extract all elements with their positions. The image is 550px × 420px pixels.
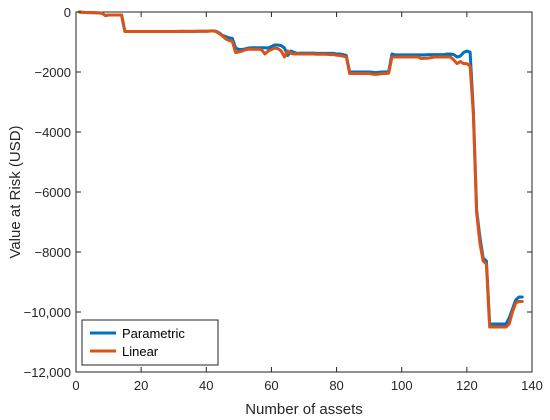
legend: Parametric Linear xyxy=(81,319,219,366)
series-line-linear xyxy=(77,10,524,329)
x-tick-label: 80 xyxy=(329,378,343,393)
y-tick-label: −2000 xyxy=(34,65,71,80)
x-tick-label: 120 xyxy=(456,378,478,393)
y-tick-label: −4000 xyxy=(34,125,71,140)
x-axis-title: Number of assets xyxy=(245,401,363,418)
x-tick-label: 0 xyxy=(72,378,79,393)
x-tick-label: 100 xyxy=(391,378,413,393)
x-tick-label: 40 xyxy=(199,378,213,393)
y-tick-label: −10,000 xyxy=(24,305,71,320)
plot-area: 0 20 40 60 80 100 120 140 0 −2000 −4000 −6000 −8000… xyxy=(24,5,543,393)
y-axis: 0 −2000 −4000 −6000 −8000 −10,000 −12,000 xyxy=(24,5,532,380)
y-axis-title: Value at Risk (USD) xyxy=(7,125,24,258)
series-layer xyxy=(77,10,524,329)
y-tick-label: −6000 xyxy=(34,185,71,200)
legend-label-linear: Linear xyxy=(122,344,159,359)
y-tick-label: 0 xyxy=(64,5,71,20)
x-tick-label: 60 xyxy=(264,378,278,393)
x-axis: 0 20 40 60 80 100 120 140 xyxy=(72,12,543,393)
x-tick-label: 140 xyxy=(521,378,543,393)
y-tick-label: −12,000 xyxy=(24,365,71,380)
x-tick-label: 20 xyxy=(134,378,148,393)
y-tick-label: −8000 xyxy=(34,245,71,260)
legend-box xyxy=(81,319,219,366)
plot-frame xyxy=(75,11,533,373)
legend-label-parametric: Parametric xyxy=(122,326,185,341)
